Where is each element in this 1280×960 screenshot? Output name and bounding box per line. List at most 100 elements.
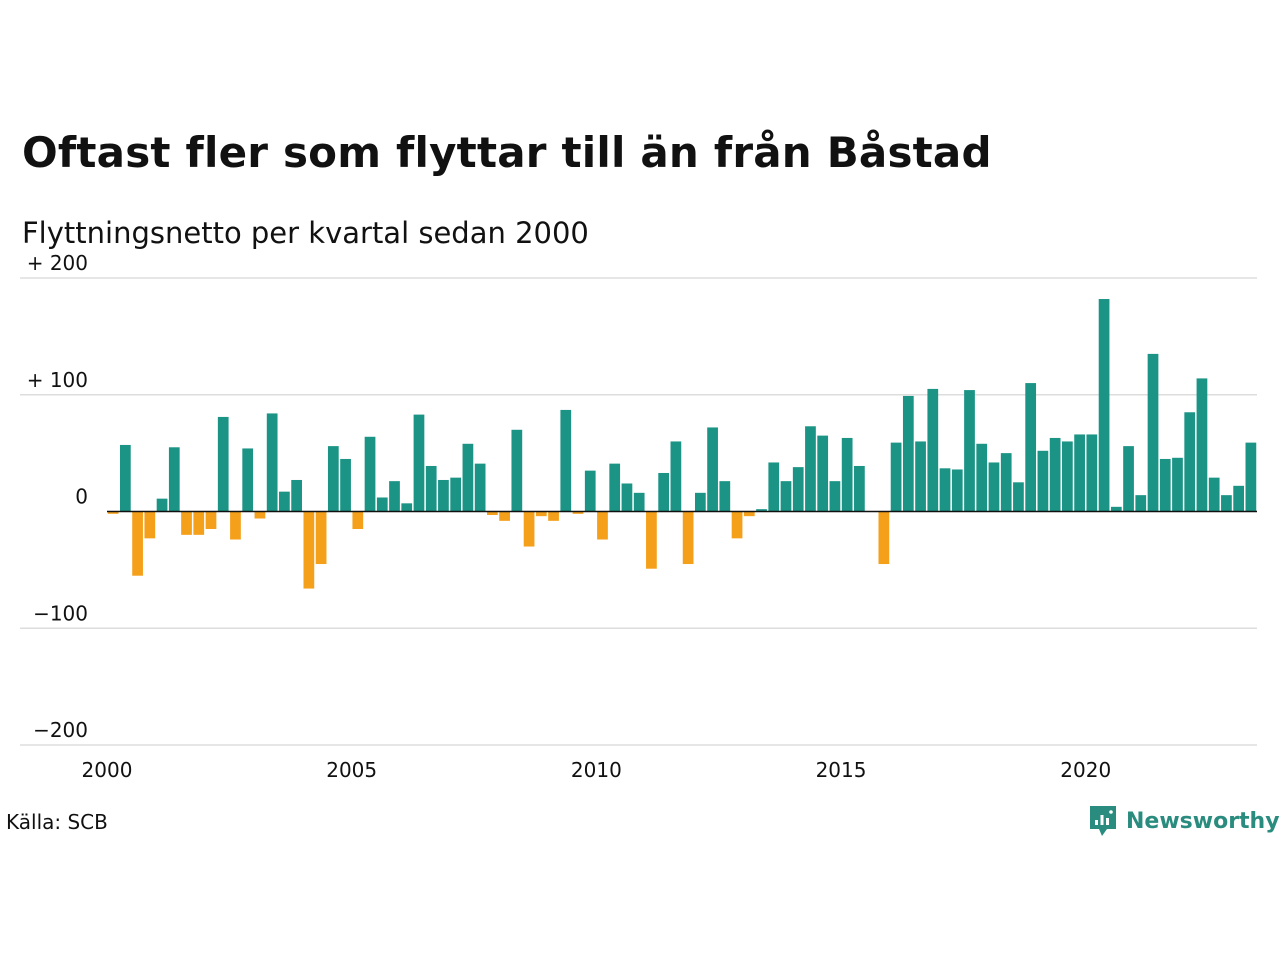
bar (413, 414, 425, 512)
x-axis-tick-labels: 2000 2005 2010 2015 2020 (82, 758, 1112, 782)
bar (535, 511, 547, 517)
bar (279, 491, 290, 512)
x-tick-label: 2015 (816, 758, 867, 782)
bar (792, 467, 804, 512)
bar (560, 409, 572, 512)
bar (633, 492, 645, 512)
bar (389, 481, 400, 512)
bar (1098, 299, 1110, 512)
bar (829, 481, 841, 512)
bar (621, 483, 633, 512)
bar (964, 390, 975, 512)
bar (719, 481, 731, 512)
bar (205, 511, 217, 530)
bar (303, 511, 315, 589)
y-tick-label: −100 (33, 601, 88, 625)
bar (401, 503, 413, 512)
bar (1172, 457, 1183, 512)
bar (1074, 434, 1085, 512)
bar (1000, 453, 1012, 512)
bar (1184, 412, 1196, 512)
gridlines (20, 277, 1257, 746)
bar (927, 388, 939, 512)
bar (646, 511, 657, 569)
x-tick-label: 2020 (1060, 758, 1111, 782)
bar (1159, 458, 1171, 512)
bar (805, 426, 816, 512)
bar (315, 511, 327, 565)
bar (780, 481, 792, 512)
bar (462, 443, 474, 512)
bar (340, 458, 351, 512)
bar-chart: + 200 + 100 0 −100 −200 2000 2005 2010 2015 2020 (20, 251, 1257, 782)
bar (499, 511, 510, 521)
bar (1245, 442, 1257, 512)
bar (474, 463, 486, 512)
chart-subtitle: Flyttningsnetto per kvartal sedan 2000 (22, 216, 589, 250)
bar (915, 441, 926, 512)
bar (951, 469, 963, 512)
bar (230, 511, 241, 540)
bar (327, 446, 339, 512)
bar (523, 511, 535, 547)
bar (1208, 477, 1220, 512)
bar (450, 477, 462, 512)
bar (1196, 378, 1208, 512)
bar (511, 429, 523, 512)
bar (939, 468, 951, 512)
x-tick-label: 2010 (571, 758, 622, 782)
bar (107, 511, 119, 514)
bar (1062, 441, 1073, 512)
bar (694, 492, 706, 512)
bar (291, 479, 302, 512)
bar (609, 463, 621, 512)
bar (854, 465, 865, 512)
bar (1135, 495, 1147, 512)
bar (376, 497, 388, 512)
bar (658, 472, 670, 512)
bar (193, 511, 205, 535)
bar (144, 511, 156, 539)
brand-name: Newsworthy (1126, 808, 1280, 834)
bar (548, 511, 559, 521)
y-tick-label: −200 (33, 718, 88, 742)
bar (487, 511, 498, 516)
bar (731, 511, 743, 539)
bar (242, 448, 254, 512)
bar (1147, 353, 1159, 512)
bar (1221, 495, 1232, 512)
bar (132, 511, 143, 576)
bar (584, 470, 596, 512)
bar (743, 511, 755, 517)
bar (1013, 482, 1024, 512)
bar (1025, 383, 1037, 512)
bar (988, 462, 1000, 512)
chart-title: Oftast fler som flyttar till än från Bås… (22, 128, 992, 177)
bar (1110, 506, 1122, 512)
bars (107, 299, 1257, 589)
bar (768, 462, 780, 512)
bar (572, 511, 584, 514)
bar (254, 511, 266, 519)
y-tick-label: + 200 (27, 251, 88, 275)
bar (1123, 446, 1134, 512)
brand-logo: Newsworthy (1088, 804, 1280, 838)
source-note: Källa: SCB (6, 810, 108, 834)
bar (707, 427, 718, 512)
bar (364, 436, 376, 512)
bar (217, 416, 229, 512)
bar (902, 395, 914, 512)
y-tick-label: 0 (75, 485, 88, 509)
bar (352, 511, 364, 530)
x-tick-label: 2005 (326, 758, 377, 782)
newsworthy-logo-icon (1090, 806, 1116, 836)
bar (1037, 450, 1049, 512)
bar (438, 479, 449, 512)
bar (181, 511, 192, 535)
bar (841, 437, 853, 512)
x-tick-label: 2000 (82, 758, 133, 782)
bar (1086, 434, 1098, 512)
bar (597, 511, 608, 540)
bar (817, 435, 829, 512)
bar (670, 441, 682, 512)
